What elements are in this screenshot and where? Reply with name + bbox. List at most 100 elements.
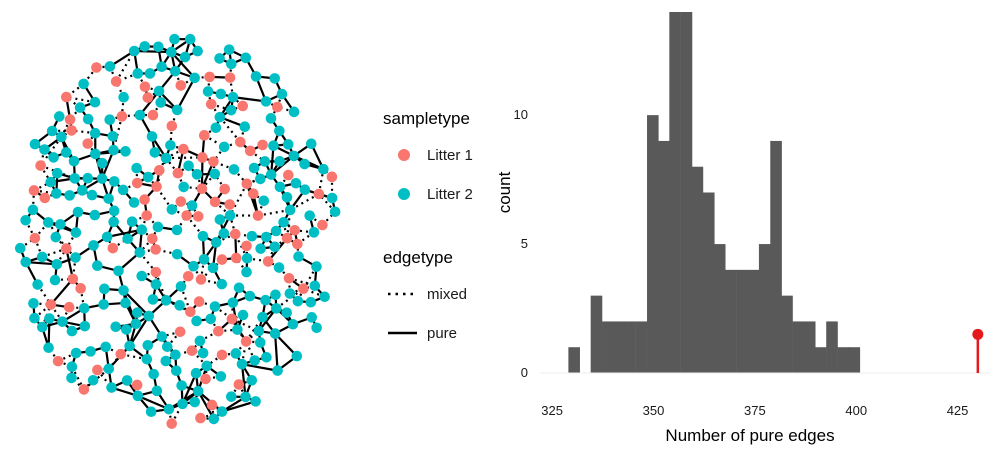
network-node [67,273,79,285]
network-node [75,283,86,294]
network-node [216,349,228,361]
network-node [246,230,258,242]
network-node [142,171,154,183]
edge-mixed [70,366,85,390]
edge-pure [232,96,267,103]
network-node [262,256,274,267]
network-node [153,85,165,97]
histogram-bar [792,321,805,373]
edge-mixed [296,288,305,302]
network-node [272,101,283,113]
network-node [318,163,329,175]
edge-pure [181,372,198,405]
network-node [139,194,150,205]
network-node [108,176,120,187]
network-node [150,266,162,278]
network-node [265,113,277,124]
edge-pure [221,400,256,413]
edge-mixed [60,129,73,138]
histogram-bar [826,321,838,373]
network-node [89,96,101,108]
network-node [292,238,303,250]
network-node [304,210,316,221]
histogram-bar [624,321,636,373]
network-node [235,136,246,148]
network-node [171,248,183,260]
network-node [283,272,295,284]
network-node [52,355,64,367]
network-node [132,390,144,402]
network-node [103,193,114,204]
network-node [171,224,183,236]
network-nodes [14,33,341,429]
legend: sampletype Litter 1 Litter 2 edgetype mi… [383,109,473,342]
network-node [103,363,115,375]
network-node [269,328,281,339]
histogram-bar [702,192,715,373]
histogram-bar [602,321,614,373]
histogram-bar [747,269,760,373]
edge-pure [170,51,196,79]
x-tick-label: 350 [643,403,665,418]
network-node [177,398,188,410]
network-node [281,232,293,244]
network-node [155,97,167,108]
edge-pure [197,390,215,420]
network-node [118,91,129,103]
network-node [228,164,240,175]
network-node [236,358,248,370]
edge-mixed [212,258,223,269]
network-node [197,230,209,242]
network-node [51,188,62,199]
edge-mixed [265,100,278,109]
network-node [198,254,210,265]
network-node [311,322,322,334]
edge-mixed [141,228,154,240]
network-node [191,169,203,180]
network-node [291,350,303,362]
edge-mixed [155,186,173,211]
network-node [225,391,237,402]
network-node [311,261,322,272]
edge-mixed [41,247,67,258]
legend-title-edgetype: edgetype [383,248,453,267]
edge-mixed [185,214,204,237]
network-node [197,347,209,359]
network-node [214,53,225,64]
network-node [326,171,338,183]
network-node [139,81,151,93]
network-node [176,380,187,391]
network-node [274,125,285,137]
network-node [160,152,172,164]
network-node [272,365,283,376]
edge-mixed [203,126,217,137]
edge-mixed [177,164,190,175]
network-node [175,196,187,207]
network-node [89,209,101,221]
network-node [265,169,277,180]
network-node [261,351,272,363]
network-node [281,191,293,203]
network-node [196,183,208,195]
y-tick-label: 5 [521,236,528,251]
network-node [55,219,66,230]
network-node [189,72,200,84]
network-node [284,204,296,216]
network-node [90,148,101,160]
network-node [209,301,221,312]
histogram-bar [713,244,726,373]
network-node [224,72,236,83]
network-node [91,62,102,73]
edge-mixed [230,104,244,112]
network-node [96,173,108,184]
network-node [184,33,196,45]
edge-pure [106,228,143,238]
network-node [205,313,217,325]
network-node [166,204,178,215]
network-node [276,88,288,100]
network-node [88,240,99,251]
network-node [201,360,213,372]
network-node [121,324,132,335]
network-node [145,406,157,418]
network-node [70,227,82,238]
